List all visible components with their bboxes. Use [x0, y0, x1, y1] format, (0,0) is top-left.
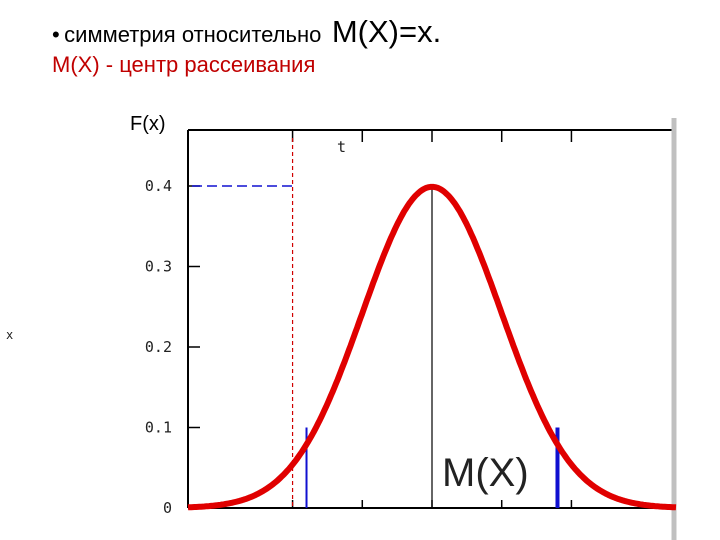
density-curve [186, 183, 678, 511]
y-tick-label: 0.4 [145, 177, 172, 195]
heading-line1: • симметрия относительно M(X)=x. [52, 14, 441, 50]
y-tick-label: 0 [163, 499, 172, 517]
mean-label: M(X) [442, 451, 529, 495]
heading-line2: M(X) - центр рассеивания [52, 52, 316, 77]
y-tick-label: 0.2 [145, 338, 172, 356]
y-axis-label: F(x) [130, 113, 166, 135]
heading-formula: M(X)=x. [331, 14, 442, 49]
y-ticks: 0 0.1 0.2 0.3 0.4 [145, 177, 200, 517]
heading-text: симметрия относительно [64, 22, 322, 47]
t-label: t [337, 138, 346, 156]
chart-labels: F(x) x t M(X) [6, 113, 529, 495]
y-tick-label: 0.1 [145, 419, 172, 437]
side-label: x [6, 328, 13, 342]
bullet: • [52, 22, 60, 47]
y-tick-label: 0.3 [145, 258, 172, 276]
